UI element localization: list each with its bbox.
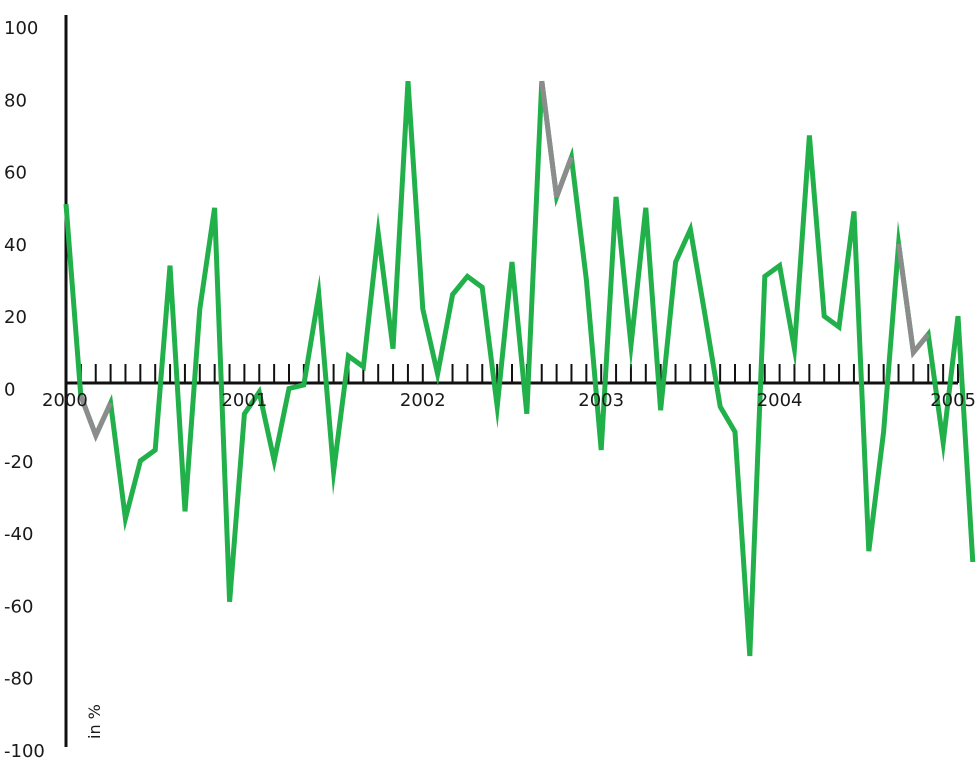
series-gap-segment <box>78 394 113 443</box>
y-tick-label: 20 <box>4 307 27 328</box>
y-tick-label: -100 <box>4 741 45 762</box>
x-tick-label: 2002 <box>400 390 446 411</box>
y-tick-label: -40 <box>4 524 33 545</box>
data-series-gap-segments <box>78 80 931 443</box>
x-tick-label: 2001 <box>221 390 267 411</box>
series-gap-segment <box>539 80 574 198</box>
y-tick-label: 40 <box>4 235 27 256</box>
x-axis-minor-ticks <box>79 364 959 383</box>
x-tick-label: 2005 <box>930 390 976 411</box>
x-tick-label: 2003 <box>578 390 624 411</box>
data-series-line <box>63 80 976 657</box>
x-axis-year-labels: 2000 2001 2002 2003 2004 2005 <box>42 390 976 411</box>
y-tick-label: 0 <box>4 380 15 401</box>
x-tick-label: 2000 <box>42 390 88 411</box>
y-tick-label: -80 <box>4 669 33 690</box>
series-gap-segment <box>896 243 931 359</box>
y-axis-tick-labels: 100 80 60 40 20 0 -20 -40 -60 -80 -100 <box>4 18 45 762</box>
y-tick-label: 60 <box>4 163 27 184</box>
y-axis-unit-label: in % <box>85 704 104 739</box>
series-line <box>63 80 976 657</box>
x-tick-label: 2004 <box>757 390 803 411</box>
y-tick-label: 80 <box>4 90 27 111</box>
y-tick-label: 100 <box>4 18 38 39</box>
y-tick-label: -20 <box>4 452 33 473</box>
y-tick-label: -60 <box>4 596 33 617</box>
